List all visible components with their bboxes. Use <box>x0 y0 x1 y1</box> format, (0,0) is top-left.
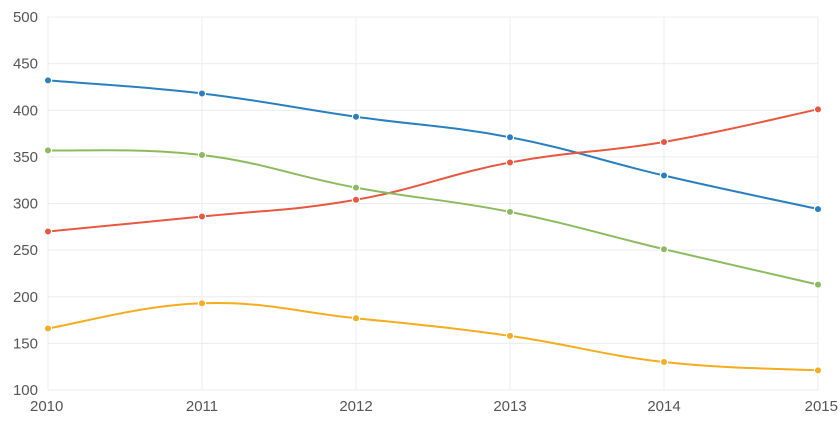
y-tick-label: 250 <box>13 242 38 259</box>
data-point[interactable] <box>659 357 669 367</box>
series-line-4 <box>47 302 819 372</box>
x-tick-label: 2013 <box>493 398 526 415</box>
data-point[interactable] <box>351 183 361 192</box>
data-point[interactable] <box>813 105 823 114</box>
x-tick-label: 2011 <box>186 398 218 415</box>
data-point[interactable] <box>43 76 53 85</box>
data-point[interactable] <box>505 158 515 167</box>
data-point[interactable] <box>659 244 669 254</box>
data-point[interactable] <box>505 207 515 217</box>
points-group <box>43 76 823 375</box>
y-tick-label: 100 <box>13 382 38 399</box>
grid <box>47 16 819 391</box>
data-point[interactable] <box>813 280 823 289</box>
data-point[interactable] <box>43 227 53 236</box>
series-line-1 <box>47 79 819 211</box>
data-point[interactable] <box>197 212 207 221</box>
series-line-2 <box>47 108 819 233</box>
data-point[interactable] <box>351 195 361 204</box>
series-group <box>47 79 819 372</box>
data-point[interactable] <box>197 89 207 98</box>
y-tick-label: 500 <box>13 9 38 26</box>
data-point[interactable] <box>813 366 823 375</box>
data-point[interactable] <box>197 150 207 160</box>
y-tick-label: 350 <box>13 149 38 166</box>
x-tick-label: 2015 <box>805 398 838 415</box>
data-point[interactable] <box>351 313 361 323</box>
y-tick-label: 200 <box>13 289 38 306</box>
x-tick-label: 2012 <box>339 398 372 415</box>
data-point[interactable] <box>43 146 53 155</box>
data-point[interactable] <box>43 324 53 333</box>
axes: 100 150 200 250 300 350 400 450 500 2010 2011 2012 2… <box>13 9 838 415</box>
y-tick-label: 300 <box>13 196 38 213</box>
data-point[interactable] <box>659 171 669 180</box>
x-tick-label: 2014 <box>647 398 680 415</box>
y-tick-label: 400 <box>13 102 38 119</box>
data-point[interactable] <box>813 204 823 214</box>
y-tick-label: 150 <box>13 335 38 352</box>
data-point[interactable] <box>659 137 669 147</box>
x-tick-label: 2010 <box>30 398 63 415</box>
series-line-3 <box>47 149 819 286</box>
y-tick-label: 450 <box>13 56 38 73</box>
data-point[interactable] <box>505 331 515 341</box>
data-point[interactable] <box>505 133 515 142</box>
data-point[interactable] <box>197 299 207 308</box>
data-point[interactable] <box>351 112 361 121</box>
